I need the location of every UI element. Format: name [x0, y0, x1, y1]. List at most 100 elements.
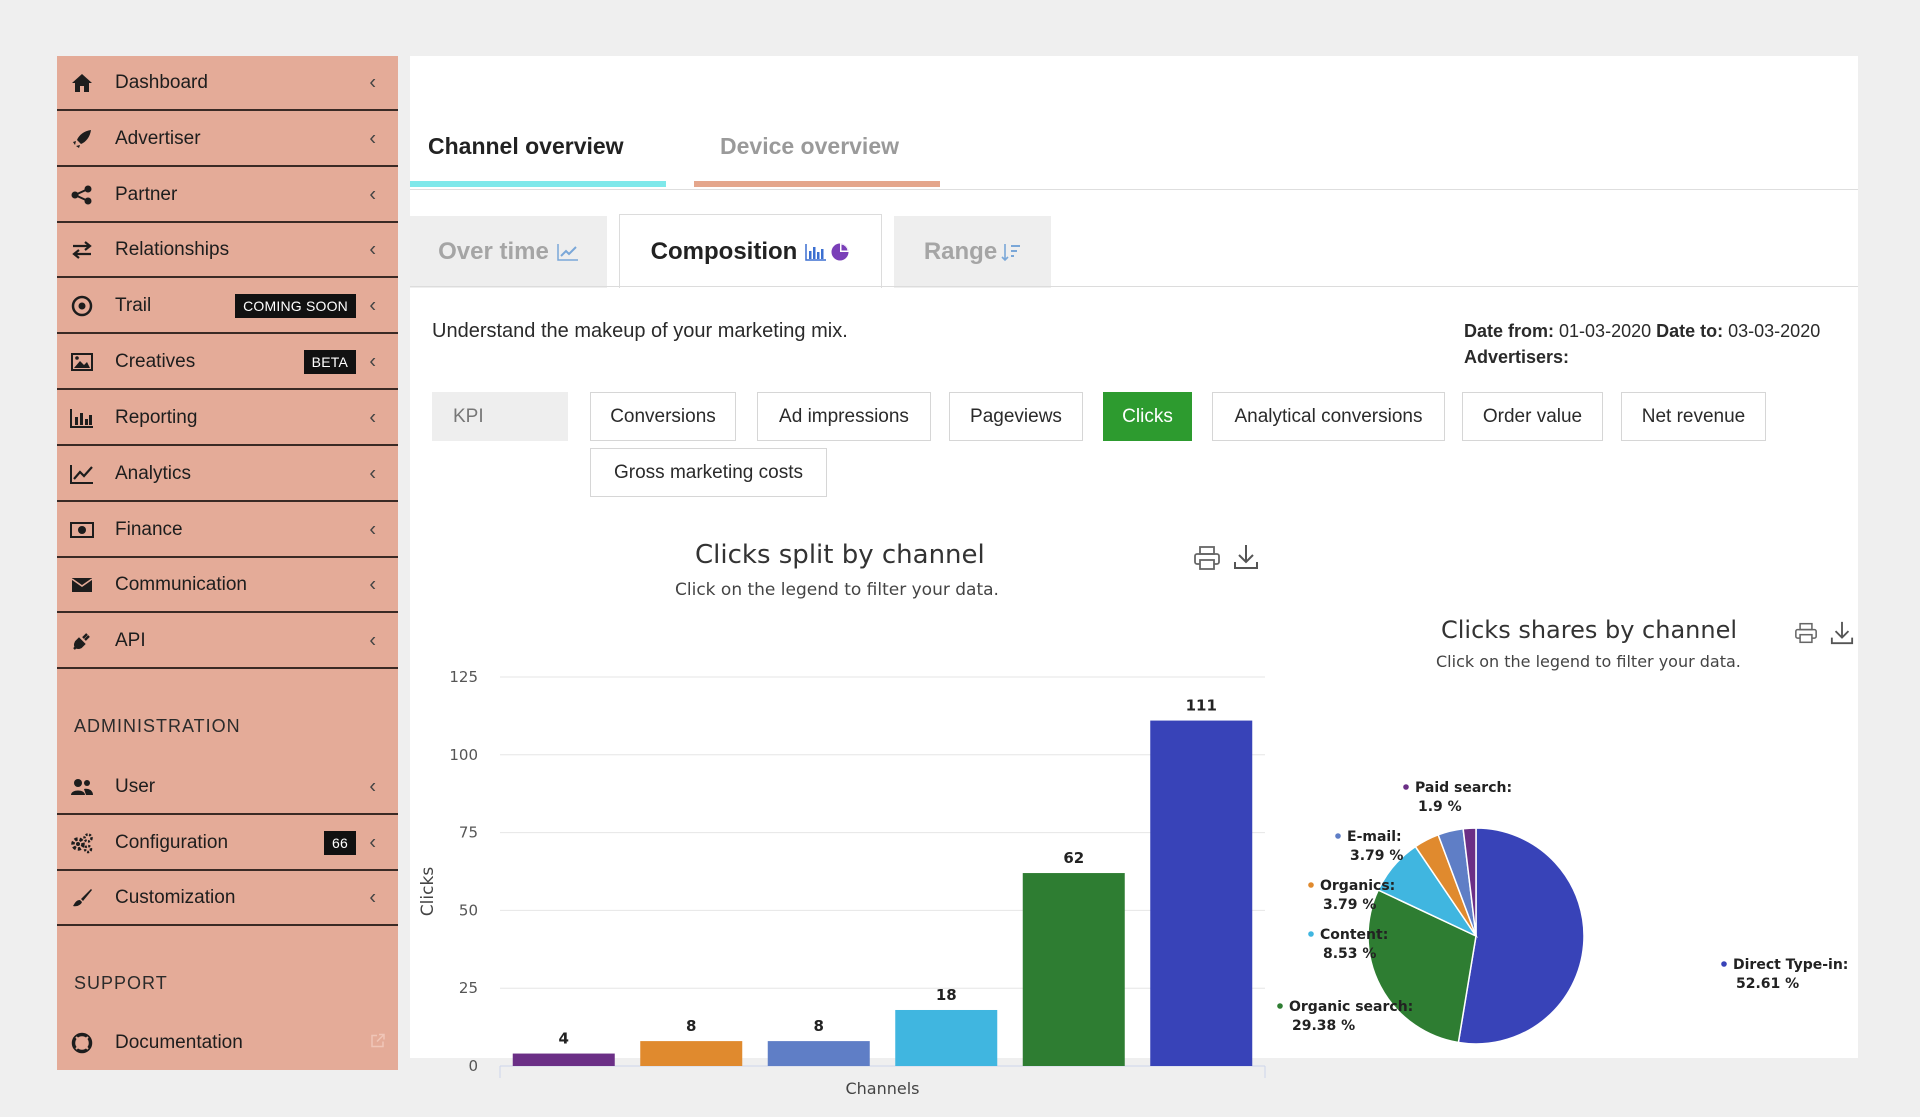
users-icon — [69, 776, 95, 798]
sidebar-item-label: Creatives — [115, 350, 196, 372]
kpi-net-revenue-button[interactable]: Net revenue — [1621, 392, 1766, 441]
sidebar-item-api[interactable]: API ‹ — [57, 614, 398, 669]
slice-label: Organic search: — [1289, 999, 1413, 1015]
sidebar-item-label: Analytics — [115, 462, 192, 484]
sidebar-item-label: Trail — [115, 294, 152, 316]
bar-chart[interactable]: 0 25 50 75 100 125 4 8 8 18 62 111 Channels Clicks — [410, 616, 1270, 1096]
y-axis-label: Clicks — [418, 867, 438, 917]
tab-composition[interactable]: Composition — [619, 214, 882, 288]
filter-meta: Date from: 01-03-2020 Date to: 03-03-202… — [1464, 318, 1844, 370]
chevron-left-icon: ‹ — [369, 406, 376, 428]
sidebar-item-analytics[interactable]: Analytics ‹ — [57, 447, 398, 502]
advertisers-label: Advertisers: — [1464, 347, 1570, 367]
legend-marker — [1308, 882, 1314, 888]
chevron-left-icon: ‹ — [369, 238, 376, 260]
sidebar-item-label: Advertiser — [115, 127, 201, 149]
date-from-label: Date from: — [1464, 321, 1555, 341]
y-tick-label: 0 — [468, 1057, 478, 1075]
plug-icon — [69, 630, 95, 652]
kpi-analytical-conversions-button[interactable]: Analytical conversions — [1212, 392, 1445, 441]
sidebar-item-creatives[interactable]: Creatives BETA ‹ — [57, 335, 398, 390]
sidebar-item-relationships[interactable]: Relationships ‹ — [57, 223, 398, 278]
tab-label: Over time — [438, 238, 549, 265]
data-label: 8 — [686, 1017, 696, 1035]
date-to-label: Date to: — [1656, 321, 1724, 341]
page-description: Understand the makeup of your marketing … — [432, 320, 848, 342]
brush-icon — [69, 887, 95, 909]
y-tick-label: 75 — [459, 824, 478, 842]
kpi-order-value-button[interactable]: Order value — [1462, 392, 1603, 441]
sort-icon — [1001, 242, 1021, 262]
tab-channel-overview[interactable]: Channel overview — [428, 133, 624, 159]
subtab-divider — [410, 286, 1858, 287]
sidebar-item-finance[interactable]: Finance ‹ — [57, 503, 398, 558]
legend-marker — [1308, 931, 1314, 937]
tab-over-time[interactable]: Over time — [410, 216, 607, 288]
administration-heading: ADMINISTRATION — [74, 716, 241, 736]
chevron-left-icon: ‹ — [369, 831, 376, 853]
sidebar-item-trail[interactable]: Trail COMING SOON ‹ — [57, 279, 398, 334]
sidebar-item-dashboard[interactable]: Dashboard ‹ — [57, 56, 398, 111]
tab-divider — [410, 189, 1858, 190]
x-axis-label: Channels — [845, 1079, 919, 1096]
chevron-left-icon: ‹ — [369, 775, 376, 797]
sidebar-item-advertiser[interactable]: Advertiser ‹ — [57, 112, 398, 167]
chevron-left-icon: ‹ — [369, 573, 376, 595]
chevron-left-icon: ‹ — [369, 183, 376, 205]
kpi-ad-impressions-button[interactable]: Ad impressions — [757, 392, 931, 441]
sidebar-item-label: Finance — [115, 518, 183, 540]
sidebar-item-customization[interactable]: Customization ‹ — [57, 871, 398, 926]
pie-slice — [1462, 827, 1477, 937]
legend-marker — [1403, 784, 1409, 790]
share-icon — [69, 184, 95, 206]
kpi-clicks-button[interactable]: Clicks — [1103, 392, 1192, 441]
image-icon — [69, 351, 95, 373]
pie-chart-icon — [830, 242, 850, 262]
sidebar-item-documentation[interactable]: Documentation — [57, 1015, 398, 1070]
sidebar-item-label: Relationships — [115, 238, 230, 260]
bar — [767, 1041, 870, 1066]
rocket-icon — [69, 128, 95, 150]
sidebar-item-label: API — [115, 629, 146, 651]
slice-percent: 29.38 % — [1292, 1018, 1355, 1034]
slice-percent: 3.79 % — [1323, 897, 1376, 913]
support-heading: SUPPORT — [74, 973, 168, 993]
print-icon[interactable] — [1193, 545, 1221, 576]
print-icon[interactable] — [1794, 622, 1818, 649]
sidebar-item-label: Dashboard — [115, 71, 208, 93]
slice-percent: 3.79 % — [1350, 848, 1403, 864]
y-tick-label: 25 — [459, 979, 478, 997]
pie-slice — [1457, 827, 1585, 1045]
tab-range[interactable]: Range — [894, 216, 1051, 288]
chevron-left-icon: ‹ — [369, 518, 376, 540]
kpi-label: KPI — [432, 392, 568, 441]
sidebar-item-partner[interactable]: Partner ‹ — [57, 168, 398, 223]
y-tick-label: 50 — [459, 901, 478, 919]
sidebar-item-label: Documentation — [115, 1031, 243, 1053]
pie-chart[interactable]: Direct Type-in: 52.61 % Organic search: 29.… — [1270, 756, 1858, 1056]
legend-marker — [1277, 1003, 1283, 1009]
download-icon[interactable] — [1830, 620, 1854, 651]
sidebar-item-label: User — [115, 775, 156, 797]
sidebar-item-configuration[interactable]: Configuration 66 ‹ — [57, 816, 398, 871]
sidebar-item-user[interactable]: User ‹ — [57, 760, 398, 815]
kpi-conversions-button[interactable]: Conversions — [590, 392, 736, 441]
tab-device-overview[interactable]: Device overview — [720, 133, 900, 159]
slice-label: Organics: — [1320, 878, 1395, 894]
legend-marker — [1721, 961, 1727, 967]
sidebar-item-label: Customization — [115, 886, 236, 908]
slice-label: Paid search: — [1415, 780, 1512, 796]
kpi-gross-marketing-costs-button[interactable]: Gross marketing costs — [590, 448, 827, 497]
slice-label: E-mail: — [1347, 829, 1402, 845]
chevron-left-icon: ‹ — [369, 350, 376, 372]
slice-percent: 52.61 % — [1736, 976, 1799, 992]
line-chart-icon — [557, 243, 579, 261]
data-label: 8 — [814, 1017, 824, 1035]
pie-chart-subtitle: Click on the legend to filter your data. — [1436, 652, 1741, 671]
download-icon[interactable] — [1233, 543, 1259, 576]
sidebar-item-reporting[interactable]: Reporting ‹ — [57, 391, 398, 446]
sidebar-item-communication[interactable]: Communication ‹ — [57, 558, 398, 613]
kpi-pageviews-button[interactable]: Pageviews — [949, 392, 1083, 441]
bar-chart-icon — [805, 243, 827, 261]
slice-percent: 8.53 % — [1323, 946, 1376, 962]
